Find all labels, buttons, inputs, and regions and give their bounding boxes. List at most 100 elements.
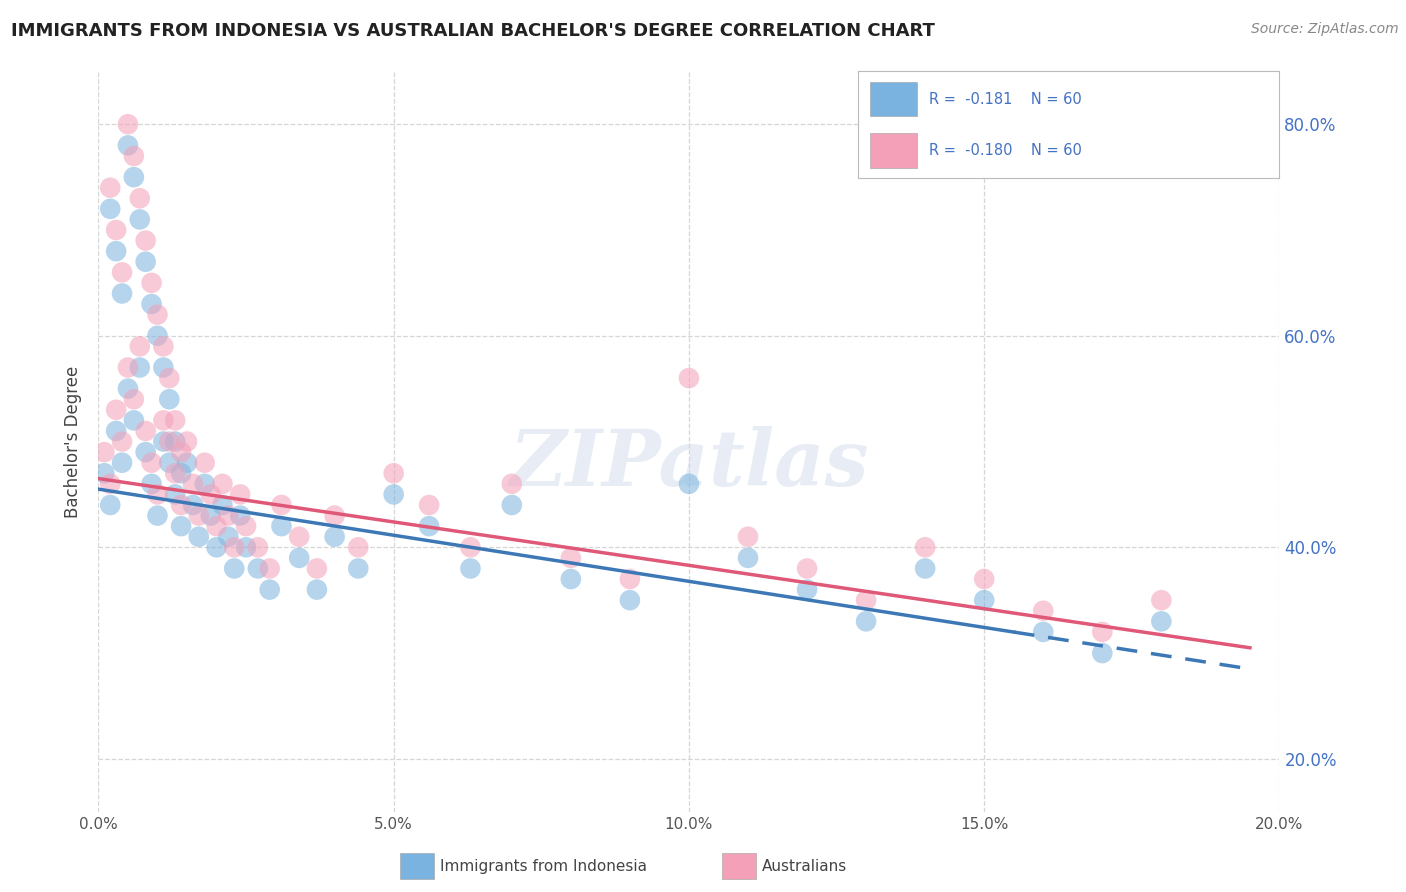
Point: [259, 561, 281, 575]
Point: [146, 308, 169, 322]
Point: [501, 498, 523, 512]
Point: [157, 434, 180, 449]
Point: [246, 561, 269, 575]
Point: [141, 476, 163, 491]
Point: [1150, 593, 1173, 607]
Point: [460, 541, 482, 555]
Point: [146, 328, 169, 343]
Point: [141, 297, 163, 311]
Point: [270, 498, 292, 512]
Point: [1032, 624, 1054, 639]
Point: [146, 487, 169, 501]
Point: [165, 413, 187, 427]
Point: [347, 541, 370, 555]
Point: [152, 339, 174, 353]
Point: [973, 572, 995, 586]
Point: [122, 413, 145, 427]
Point: [135, 254, 157, 268]
Point: [194, 476, 217, 491]
Text: R =  -0.180    N = 60: R = -0.180 N = 60: [929, 143, 1083, 158]
Point: [418, 519, 440, 533]
Point: [170, 498, 193, 512]
Point: [382, 467, 405, 481]
Point: [152, 413, 174, 427]
Point: [117, 382, 139, 396]
Point: [224, 561, 246, 575]
FancyBboxPatch shape: [399, 853, 434, 880]
Point: [678, 371, 700, 385]
Point: [105, 424, 128, 438]
Point: [737, 530, 759, 544]
Point: [157, 392, 180, 407]
Point: [165, 487, 187, 501]
Point: [259, 582, 281, 597]
Point: [305, 561, 328, 575]
Point: [224, 541, 246, 555]
Point: [111, 265, 134, 279]
Point: [93, 445, 115, 459]
Point: [98, 476, 121, 491]
Point: [176, 434, 198, 449]
Point: [217, 508, 239, 523]
Point: [122, 149, 145, 163]
Text: ZIPatlas: ZIPatlas: [509, 425, 869, 502]
Point: [914, 561, 936, 575]
Point: [117, 138, 139, 153]
Point: [141, 456, 163, 470]
Point: [200, 508, 222, 523]
Point: [246, 541, 269, 555]
Point: [418, 498, 440, 512]
Point: [111, 456, 134, 470]
Point: [111, 434, 134, 449]
Text: Australians: Australians: [762, 859, 846, 873]
FancyBboxPatch shape: [870, 134, 917, 168]
Point: [105, 244, 128, 259]
Point: [796, 582, 818, 597]
Point: [135, 445, 157, 459]
Point: [382, 487, 405, 501]
Point: [157, 456, 180, 470]
Point: [135, 424, 157, 438]
Point: [619, 572, 641, 586]
Point: [157, 371, 180, 385]
Point: [128, 339, 150, 353]
Point: [152, 434, 174, 449]
Point: [135, 234, 157, 248]
Point: [305, 582, 328, 597]
Point: [128, 360, 150, 375]
FancyBboxPatch shape: [870, 82, 917, 116]
Point: [181, 476, 204, 491]
Point: [205, 541, 228, 555]
Point: [1150, 615, 1173, 629]
Point: [117, 360, 139, 375]
Text: IMMIGRANTS FROM INDONESIA VS AUSTRALIAN BACHELOR'S DEGREE CORRELATION CHART: IMMIGRANTS FROM INDONESIA VS AUSTRALIAN …: [11, 22, 935, 40]
Point: [170, 519, 193, 533]
Point: [128, 191, 150, 205]
Point: [235, 541, 257, 555]
Point: [973, 593, 995, 607]
Point: [217, 530, 239, 544]
FancyBboxPatch shape: [721, 853, 755, 880]
Point: [1091, 646, 1114, 660]
Point: [128, 212, 150, 227]
Point: [205, 519, 228, 533]
Point: [176, 456, 198, 470]
Point: [122, 170, 145, 185]
Point: [1091, 624, 1114, 639]
Point: [105, 223, 128, 237]
Point: [796, 561, 818, 575]
Point: [98, 202, 121, 216]
Point: [229, 487, 252, 501]
Point: [460, 561, 482, 575]
Point: [501, 476, 523, 491]
Point: [187, 530, 209, 544]
Point: [194, 456, 217, 470]
Point: [323, 530, 346, 544]
Point: [235, 519, 257, 533]
Point: [122, 392, 145, 407]
Point: [165, 434, 187, 449]
Point: [678, 476, 700, 491]
Point: [93, 467, 115, 481]
Point: [165, 467, 187, 481]
Point: [111, 286, 134, 301]
